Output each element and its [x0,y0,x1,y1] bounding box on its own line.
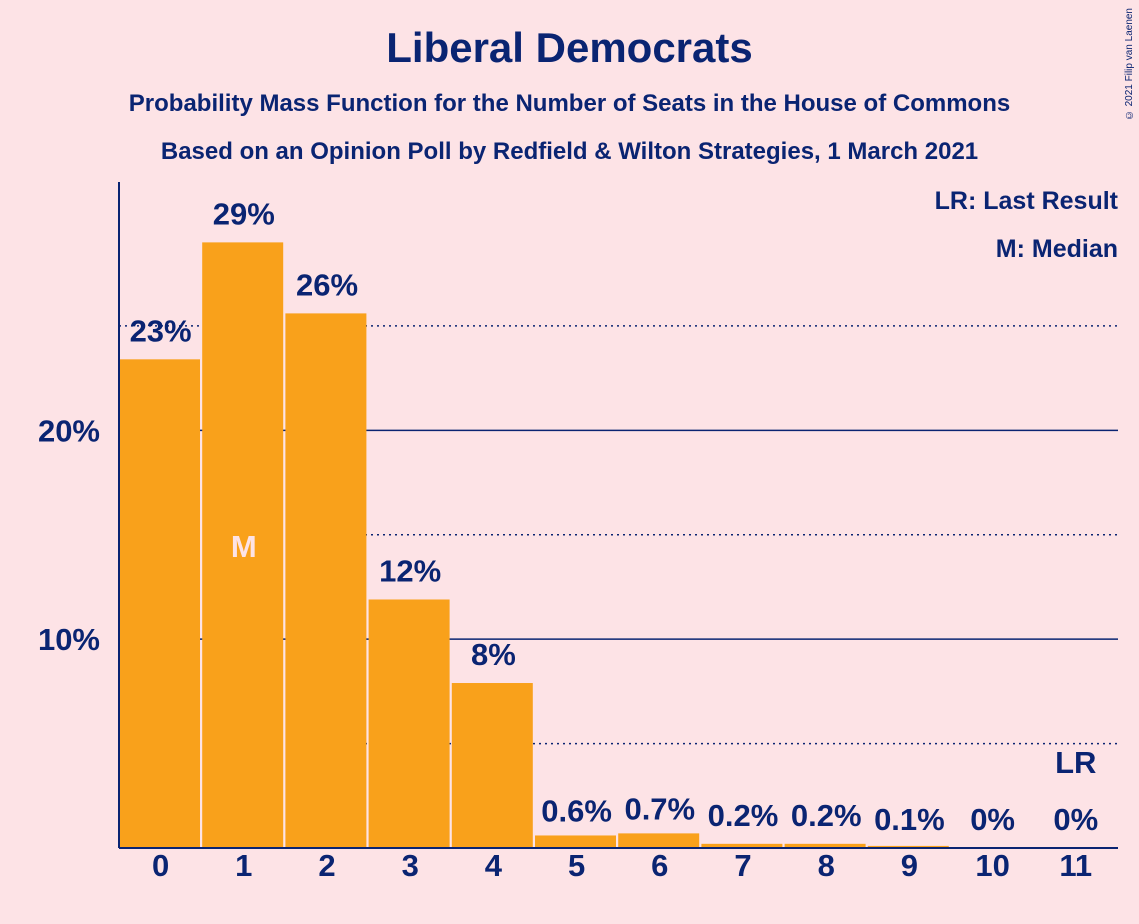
bar-7 [701,843,783,848]
data-label-8: 0.2% [791,798,862,833]
bar-5 [535,835,616,848]
data-label-0: 23% [130,313,192,348]
x-tick-2: 2 [318,848,335,883]
data-label-9: 0.1% [874,802,945,837]
x-tick-6: 6 [651,848,668,883]
bar-3 [368,599,450,848]
legend-entry-1: M: Median [996,235,1118,263]
x-tick-9: 9 [901,848,918,883]
x-axis: 0 1 2 3 4 5 6 7 8 9 10 11 [119,847,1118,883]
x-tick-10: 10 [975,848,1009,883]
data-label-10: 0% [970,802,1015,837]
bar-8 [784,843,866,848]
data-label-2: 26% [296,267,358,302]
y-axis: 10% 20% [38,182,120,848]
bar-6 [618,833,700,848]
bar-9 [867,845,949,848]
data-label-4: 8% [471,637,516,672]
x-tick-0: 0 [152,848,169,883]
bar-1 [202,242,284,848]
legend-entry-0: LR: Last Result [935,187,1119,215]
chart-source: Based on an Opinion Poll by Redfield & W… [160,138,979,165]
y-tick-20: 20% [38,413,100,448]
data-labels: 23% 29% 26% 12% 8% 0.6% 0.7% 0.2% 0.2% 0.1% 0% 0% M L… [130,196,1099,837]
legend: LR: Last Result M: Median [935,187,1119,263]
bar-4 [451,683,533,848]
chart-title: Liberal Democrats [386,24,753,71]
x-tick-11: 11 [1059,848,1092,883]
x-tick-8: 8 [818,848,835,883]
median-marker: M [231,529,257,564]
x-tick-4: 4 [485,848,503,883]
data-label-7: 0.2% [708,798,779,833]
last-result-marker: LR [1055,745,1096,780]
data-label-1: 29% [213,196,275,231]
data-label-6: 0.7% [624,791,695,826]
bar-2 [285,313,367,848]
x-tick-3: 3 [402,848,419,883]
chart-subtitle: Probability Mass Function for the Number… [128,90,1011,117]
x-tick-5: 5 [568,848,585,883]
data-label-3: 12% [379,553,441,588]
bar-0 [119,359,200,848]
x-tick-1: 1 [235,848,252,883]
y-tick-10: 10% [38,622,100,657]
data-label-5: 0.6% [541,793,612,828]
bars [119,242,949,848]
data-label-11: 0% [1053,802,1098,837]
x-tick-7: 7 [734,848,751,883]
